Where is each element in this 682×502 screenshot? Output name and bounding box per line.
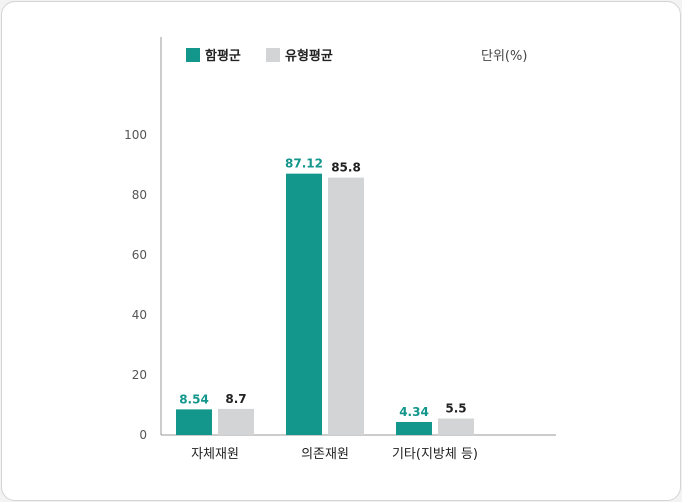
- category-label: 자체재원: [191, 447, 239, 462]
- bars: [176, 173, 474, 435]
- y-tick-label: 20: [132, 368, 147, 382]
- bar-series-1-category-1: [328, 177, 364, 435]
- bar-series-1-category-2: [438, 418, 474, 435]
- y-tick-label: 60: [132, 248, 147, 262]
- legend: 함평군 유형평균: [186, 48, 333, 64]
- value-label-series-1-category-1: 85.8: [331, 161, 361, 175]
- y-tick-label: 100: [124, 128, 147, 142]
- legend-label-type-average: 유형평균: [285, 48, 333, 64]
- category-labels: 자체재원 의존재원 기타(지방체 등): [191, 447, 478, 462]
- y-tick-label: 40: [132, 308, 147, 322]
- y-axis-ticks: 0 20 40 60 80 100: [124, 128, 147, 442]
- legend-label-hampyeong: 함평군: [205, 48, 241, 64]
- category-label: 기타(지방체 등): [392, 447, 478, 462]
- value-label-series-0-category-0: 8.54: [179, 392, 209, 406]
- legend-swatch-type-average: [266, 48, 280, 62]
- y-tick-label: 80: [132, 188, 147, 202]
- bar-series-1-category-0: [218, 408, 254, 435]
- value-labels: 8.54 87.12 4.34 8.7 85.8 5.5: [179, 157, 466, 419]
- y-tick-label: 0: [139, 428, 147, 442]
- legend-swatch-hampyeong: [186, 48, 200, 62]
- value-label-series-1-category-2: 5.5: [445, 402, 466, 416]
- bar-series-0-category-0: [176, 409, 212, 435]
- value-label-series-0-category-2: 4.34: [399, 405, 429, 419]
- bar-series-0-category-1: [286, 173, 322, 435]
- value-label-series-0-category-1: 87.12: [285, 157, 323, 171]
- unit-label: 단위(%): [481, 49, 527, 64]
- category-label: 의존재원: [301, 447, 349, 462]
- bar-series-0-category-2: [396, 421, 432, 435]
- value-label-series-1-category-0: 8.7: [225, 392, 246, 406]
